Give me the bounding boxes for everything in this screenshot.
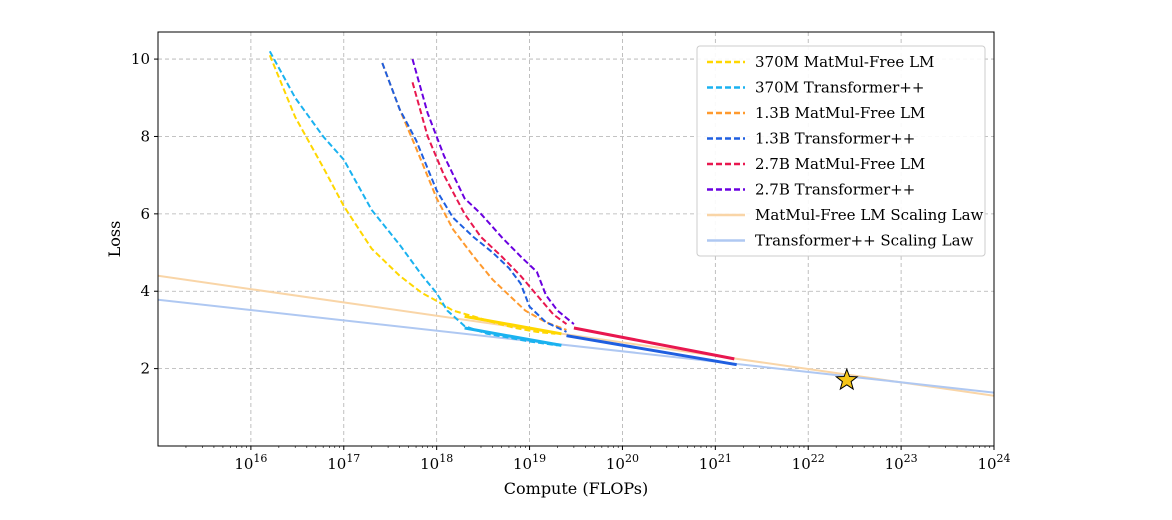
x-tick-label: 1019 [513,452,546,473]
series-solid-tail-1 [464,326,562,347]
legend-label-2-7b-matmul-free-lm: 2.7B MatMul-Free LM [755,155,925,173]
series-lines [268,50,737,367]
series-line-2-7b-transformer [411,58,575,325]
target-marker [834,367,859,391]
legend-label-1-3b-matmul-free-lm: 1.3B MatMul-Free LM [755,104,925,122]
y-tick-label: 4 [140,282,150,300]
x-tick-label: 1018 [420,452,453,473]
star-marker [834,367,859,391]
series-solid-tail-0 [464,314,562,336]
legend-label-1-3b-transformer: 1.3B Transformer++ [755,130,915,148]
x-tick-label: 1016 [234,452,267,473]
x-tick-label: 1024 [977,452,1010,473]
x-tick-label: 1020 [606,452,639,473]
series-line-1-3b-matmul-free-lm [381,62,567,331]
y-tick-label: 2 [140,360,150,378]
y-tick-label: 8 [140,127,150,145]
series-line-matmul-free-lm-scaling-law [158,274,994,397]
series-line-1-3b-transformer [381,62,567,333]
series-solid-tail-2 [573,326,735,361]
series-line-370m-matmul-free-lm [268,54,556,335]
series-line-transformer-scaling-law [158,298,994,394]
legend-label-370m-matmul-free-lm: 370M MatMul-Free LM [755,53,934,71]
y-axis-label: Loss [105,221,124,258]
series-line-370m-transformer [268,50,558,347]
series-solid-tail-3 [566,334,737,367]
legend-label-matmul-free-lm-scaling-law: MatMul-Free LM Scaling Law [755,206,984,224]
y-tick-label: 10 [131,50,150,68]
series-line-2-7b-matmul-free-lm [411,82,568,325]
legend-box [696,45,986,257]
legend-label-transformer-scaling-law: Transformer++ Scaling Law [755,232,974,250]
x-tick-label: 1021 [699,452,732,473]
x-axis-ticks: 1016 1017 1018 1019 1020 1021 1022 1023 1024 [185,446,1011,473]
legend-label-2-7b-transformer: 2.7B Transformer++ [755,181,915,199]
legend-label-370m-transformer: 370M Transformer++ [755,79,924,97]
y-tick-label: 6 [140,205,150,223]
x-tick-label: 1017 [327,452,360,473]
x-tick-label: 1022 [792,452,825,473]
y-axis-ticks: 2 4 6 8 10 [131,50,158,378]
x-tick-label: 1023 [885,452,918,473]
x-axis-label: Compute (FLOPs) [504,479,648,498]
legend: 370M MatMul-Free LM 370M Transformer++ 1.3… [696,45,986,257]
plot-frame [157,31,995,447]
scaling-law-lines [158,274,994,397]
